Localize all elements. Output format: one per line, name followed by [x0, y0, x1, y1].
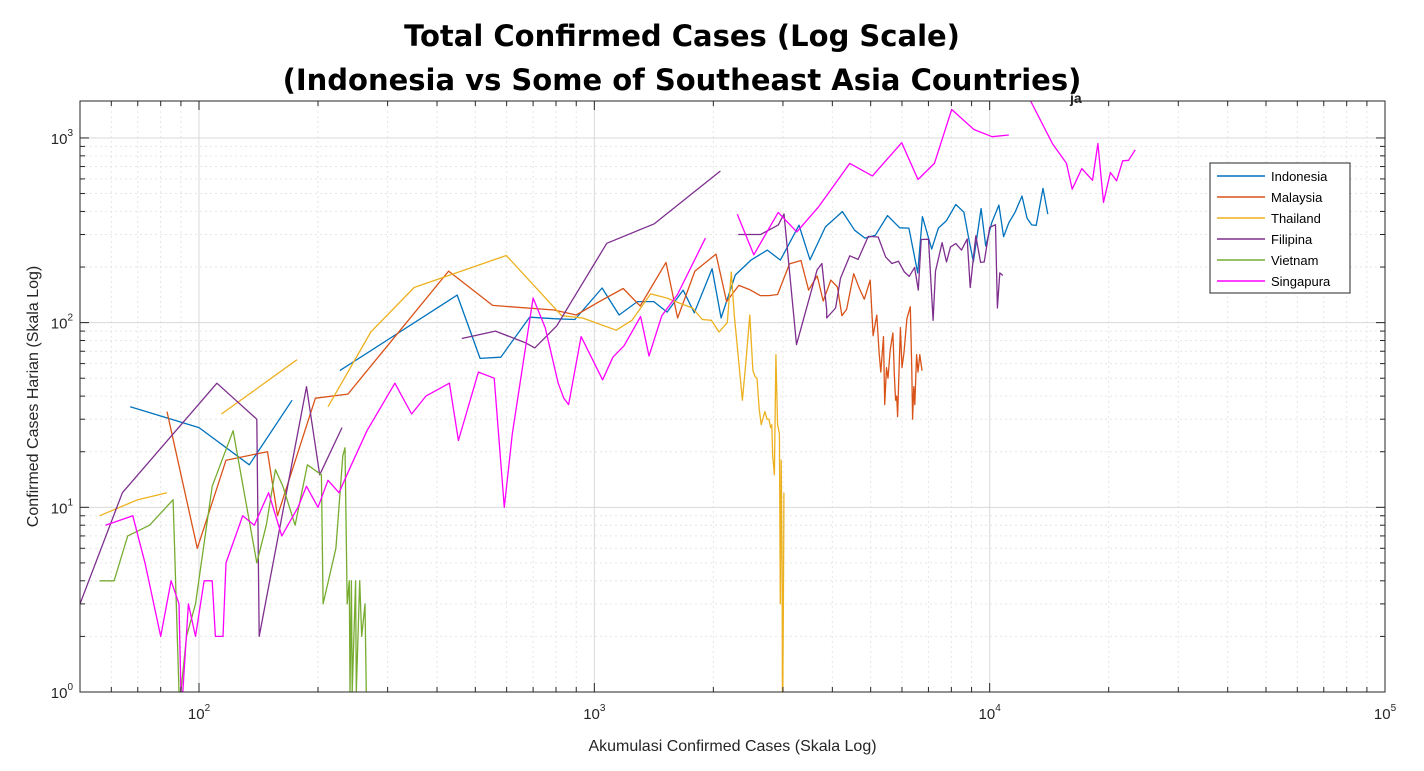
x-tick-base: 10	[583, 706, 600, 723]
legend-label-malaysia: Malaysia	[1271, 190, 1323, 205]
y-tick-label: 102	[51, 313, 74, 333]
series-line-vietnam	[99, 430, 367, 692]
series-line-thailand	[99, 254, 785, 692]
legend-label-singapura: Singapura	[1271, 274, 1331, 289]
y-tick-exponent: 3	[67, 128, 73, 139]
y-axis-label: Confirmed Cases Harian (Skala Log)	[25, 266, 42, 527]
x-tick-exponent: 5	[1391, 703, 1397, 714]
legend-label-thailand: Thailand	[1271, 211, 1321, 226]
series-line-singapura	[105, 101, 1136, 692]
series-line-filipina	[80, 170, 1004, 638]
legend-box	[1209, 162, 1351, 294]
y-tick-label: 101	[51, 497, 74, 517]
x-axis-label: Akumulasi Confirmed Cases (Skala Log)	[588, 738, 876, 755]
stray-mark: ja	[1070, 90, 1082, 106]
legend-label-filipina: Filipina	[1271, 232, 1313, 247]
series-line-malaysia	[166, 253, 923, 549]
x-tick-label: 105	[1374, 703, 1397, 723]
x-tick-base: 10	[1374, 706, 1391, 723]
x-tick-exponent: 3	[600, 703, 606, 714]
x-tick-label: 104	[979, 703, 1002, 723]
y-tick-base: 10	[51, 316, 68, 333]
y-tick-label: 100	[51, 682, 74, 702]
y-tick-base: 10	[51, 685, 68, 702]
y-tick-exponent: 2	[67, 313, 73, 324]
x-tick-base: 10	[188, 706, 205, 723]
x-tick-exponent: 2	[205, 703, 211, 714]
y-tick-exponent: 1	[67, 497, 73, 508]
chart-title: Total Confirmed Cases (Log Scale) (Indon…	[0, 14, 1364, 102]
series-layer	[80, 101, 1136, 692]
legend-label-indonesia: Indonesia	[1271, 169, 1328, 184]
x-tick-base: 10	[979, 706, 996, 723]
grid-minor	[79, 101, 1385, 692]
x-tick-exponent: 4	[995, 703, 1001, 714]
legend-label-vietnam: Vietnam	[1271, 253, 1318, 268]
x-tick-label: 103	[583, 703, 606, 723]
chart-title-line-2: (Indonesia vs Some of Southeast Asia Cou…	[282, 63, 1082, 97]
ticks-layer	[79, 101, 1386, 693]
x-tick-label: 102	[188, 703, 211, 723]
y-tick-base: 10	[51, 500, 68, 517]
y-tick-exponent: 0	[67, 682, 73, 693]
chart-title-line-1: Total Confirmed Cases (Log Scale)	[404, 19, 960, 53]
legend: Indonesia Malaysia Thailand Filipina Vietnam…	[1209, 162, 1351, 294]
y-tick-label: 103	[51, 128, 74, 148]
y-tick-base: 10	[51, 131, 68, 148]
